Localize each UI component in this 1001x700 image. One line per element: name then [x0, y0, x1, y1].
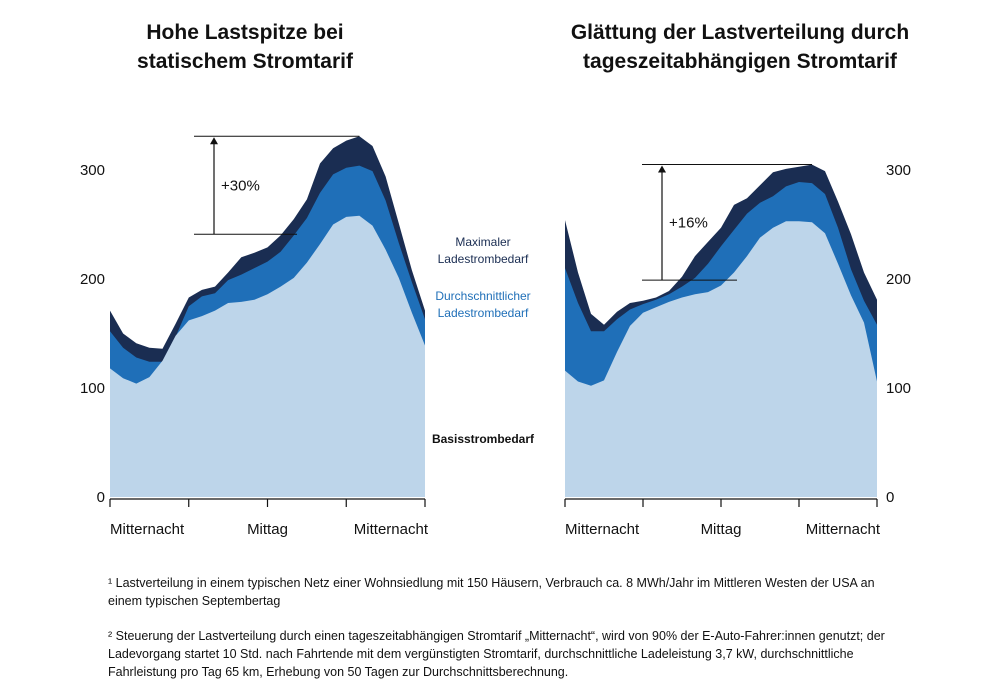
legend-base-demand: Basisstrombedarf	[431, 432, 535, 446]
y-tick-label: 200	[886, 271, 911, 288]
right-area-chart: Mitternacht Mittag Mitternacht 0 100 200 300 +1…	[564, 162, 911, 538]
peak-increase-label: +16%	[669, 214, 708, 231]
right-chart-title: Glättung der Lastverteilung durch tagesz…	[570, 21, 910, 73]
footnote-1: ¹ Lastverteilung in einem typischen Netz…	[108, 576, 875, 608]
arrow-head-icon	[658, 165, 666, 173]
y-tick-label: 300	[80, 162, 105, 179]
y-tick-label: 300	[886, 162, 911, 179]
legend-maximum-charging: Maximaler Ladestrombedarf	[437, 235, 529, 266]
x-tick-label: Mitternacht	[806, 521, 881, 538]
area-base	[565, 221, 877, 497]
y-tick-label: 0	[97, 489, 105, 506]
x-tick-label: Mittag	[701, 521, 742, 538]
x-tick-label: Mittag	[247, 521, 288, 538]
x-tick-label: Mitternacht	[354, 521, 429, 538]
area-base	[110, 215, 425, 498]
left-chart-title: Hohe Lastspitze bei statischem Stromtari…	[137, 21, 353, 73]
peak-increase-label: +30%	[221, 177, 260, 194]
y-tick-label: 100	[80, 380, 105, 397]
left-area-chart: Mitternacht Mittag Mitternacht 0 100 200 300 +3…	[80, 135, 429, 538]
footnote-2: ² Steuerung der Lastverteilung durch ein…	[108, 629, 885, 679]
x-tick-label: Mitternacht	[565, 521, 640, 538]
y-tick-label: 200	[80, 271, 105, 288]
y-tick-label: 0	[886, 489, 894, 506]
arrow-head-icon	[210, 137, 218, 145]
legend-average-charging: Durchschnittlicher Ladestrombedarf	[435, 289, 531, 320]
y-tick-label: 100	[886, 380, 911, 397]
x-tick-label: Mitternacht	[110, 521, 185, 538]
